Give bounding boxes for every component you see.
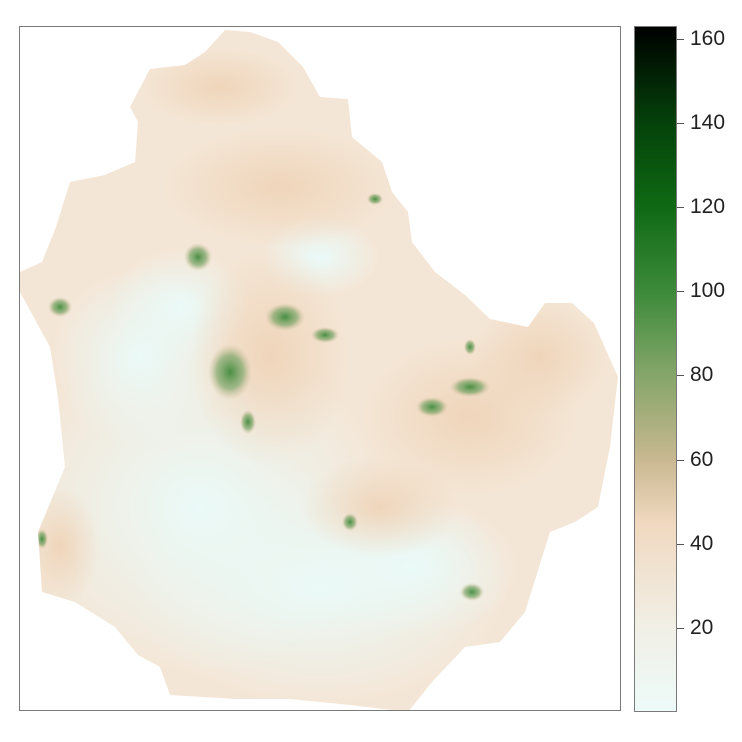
map-region [20,30,618,710]
legend-tick-label: 160 [690,26,726,50]
legend-tick-label: 60 [690,447,714,471]
legend-tick-label: 120 [690,195,726,218]
legend-tick-mark [677,122,684,124]
legend-tick-label: 100 [690,279,726,303]
color-legend-bar [634,26,677,712]
legend-tick-mark [677,38,684,40]
legend-tick-mark [677,627,684,629]
legend-tick-mark [677,207,684,208]
legend-tick-mark [677,375,684,377]
map-raster [20,30,618,710]
legend-tick-label: 20 [690,615,714,639]
legend-tick-mark [677,459,684,461]
map-panel [19,26,621,711]
legend-tick-label: 80 [690,363,714,387]
legend-tick-mark [677,291,684,293]
legend-tick-label: 40 [690,531,714,555]
legend-tick-label: 140 [690,110,726,134]
legend-tick-mark [677,543,684,545]
